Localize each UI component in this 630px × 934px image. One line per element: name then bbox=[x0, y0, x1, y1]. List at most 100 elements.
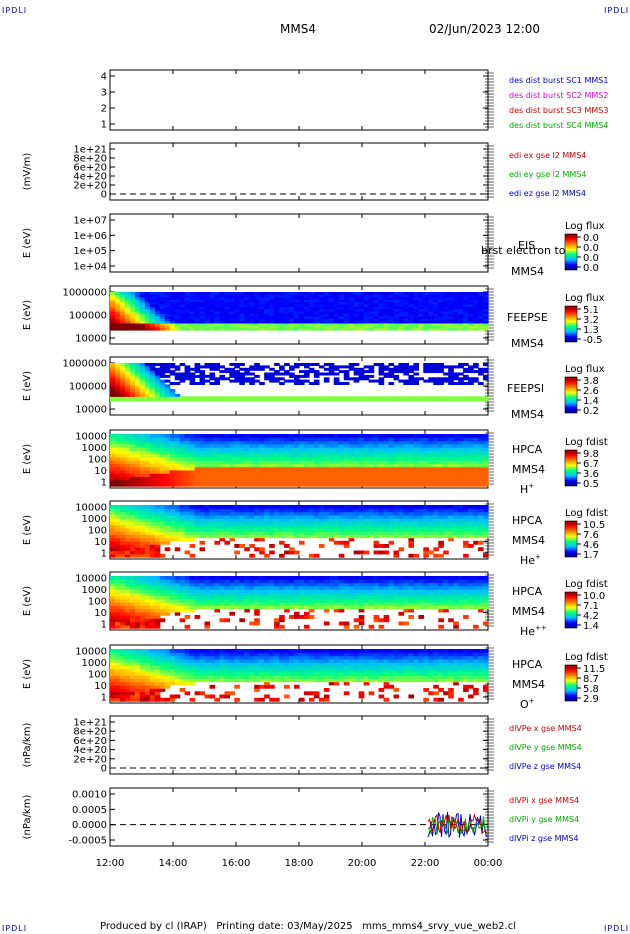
legend-entry: edi ex gse l2 MMS4 bbox=[509, 151, 586, 160]
y-tick-label: 10 bbox=[94, 681, 107, 692]
spectrogram-4 bbox=[110, 363, 489, 402]
colorbar-tick-label: 0.5 bbox=[583, 479, 599, 490]
species-label: O+ bbox=[520, 697, 535, 711]
panel-divpi: 0.0010 0.0005 0.0000 -0.0005 (nPa/km) dlVPi x… bbox=[22, 787, 579, 847]
legend-entry: dlVPe x gse MMS4 bbox=[509, 724, 582, 733]
y-tick-label: 10000 bbox=[75, 647, 107, 658]
y-tick-label: 0 bbox=[101, 190, 107, 201]
x-tick-label: 22:00 bbox=[411, 858, 440, 869]
legend-entry: dlVPi y gse MMS4 bbox=[509, 815, 579, 824]
colorbar-tick-label: -0.5 bbox=[583, 335, 603, 346]
y-tick-label: 0.0000 bbox=[72, 820, 107, 831]
corner-label-right: IPDLI bbox=[604, 6, 630, 15]
colorbar-tick-label: 3.6 bbox=[583, 469, 599, 480]
colorbar bbox=[564, 449, 578, 487]
y-tick-label: 100 bbox=[88, 526, 107, 537]
y-tick-label: 1 bbox=[101, 620, 107, 631]
footer-credit: Produced by cl (IRAP) Printing date: 03/… bbox=[100, 921, 517, 932]
y-tick-label: 2e+20 bbox=[73, 181, 107, 192]
x-tick-label: 18:00 bbox=[285, 858, 314, 869]
y-tick-label: 1e+05 bbox=[73, 246, 107, 257]
y-tick-label: 1000000 bbox=[62, 288, 107, 299]
colorbar-tick-label: 3.2 bbox=[583, 315, 599, 326]
colorbar-title: Log flux bbox=[565, 293, 605, 304]
spacecraft-label: MMS4 bbox=[512, 678, 545, 691]
colorbar-title: Log fdist bbox=[565, 652, 608, 663]
spacecraft-label: MMS4 bbox=[512, 463, 545, 476]
colorbar-title: Log fdist bbox=[565, 579, 608, 590]
y-tick-label: 4 bbox=[101, 72, 107, 83]
y-tick-label: 0 bbox=[101, 764, 107, 775]
species-label: H+ bbox=[520, 482, 534, 496]
colorbar-tick-label: 8.7 bbox=[583, 674, 599, 685]
colorbar-tick-label: 0.2 bbox=[583, 406, 599, 417]
y-tick-label: 1 bbox=[101, 120, 107, 131]
legend-entry: des dist burst SC1 MMS1 bbox=[509, 76, 608, 85]
y-tick-label: 8e+20 bbox=[73, 727, 107, 738]
colorbar-tick-label: 1.4 bbox=[583, 621, 599, 632]
y-tick-label: 10 bbox=[94, 608, 107, 619]
y-tick-label: 8e+20 bbox=[73, 154, 107, 165]
legend-entry: dlVPi x gse MMS4 bbox=[509, 796, 579, 805]
panel-frame bbox=[109, 213, 489, 273]
legend-entry: dlVPi z gse MMS4 bbox=[509, 834, 579, 843]
panel-des-dist-burst: 4 3 2 1 des dist burst SC1 MMS1 des dist burs… bbox=[101, 69, 608, 131]
panel-frame bbox=[109, 787, 489, 847]
colorbar-tick-label: 11.5 bbox=[583, 664, 605, 675]
corner-label-left: IPDLI bbox=[2, 6, 28, 15]
instrument-label: HPCA bbox=[512, 443, 543, 456]
instrument-label: HPCA bbox=[512, 585, 543, 598]
y-axis-label: (nPa/km) bbox=[22, 795, 33, 840]
corner-label-bottom-left: IPDLI bbox=[2, 924, 28, 933]
colorbar-tick-label: 4.2 bbox=[583, 611, 599, 622]
y-tick-label: 1e+04 bbox=[73, 262, 107, 273]
y-tick-label: 4e+20 bbox=[73, 745, 107, 756]
corner-label-bottom-right: IPDLI bbox=[604, 924, 630, 933]
colorbar-tick-label: 10.5 bbox=[583, 520, 605, 531]
y-tick-label: 1e+21 bbox=[73, 145, 107, 156]
y-tick-label: 1e+06 bbox=[73, 231, 107, 242]
y-tick-label: 100 bbox=[88, 455, 107, 466]
x-tick-label: 00:00 bbox=[474, 858, 503, 869]
y-tick-label: 10 bbox=[94, 466, 107, 477]
y-axis-label: E (eV) bbox=[22, 444, 33, 474]
datetime-title: 02/Jun/2023 12:00 bbox=[429, 22, 541, 36]
y-tick-label: 1000 bbox=[82, 443, 107, 454]
instrument-label: FEEPSE bbox=[507, 311, 548, 324]
y-tick-label: 100 bbox=[88, 597, 107, 608]
y-tick-label: 1 bbox=[101, 693, 107, 704]
y-axis-label: E (eV) bbox=[22, 371, 33, 401]
spacecraft-label: MMS4 bbox=[512, 605, 545, 618]
colorbar-title: Log flux bbox=[565, 221, 605, 232]
species-label: He+ bbox=[520, 553, 541, 567]
species-label: He++ bbox=[520, 624, 547, 638]
colorbar bbox=[564, 376, 578, 414]
y-tick-label: 10 bbox=[94, 537, 107, 548]
series-line bbox=[427, 816, 487, 835]
panel-frame bbox=[109, 69, 489, 131]
colorbar-tick-label: 1.7 bbox=[583, 550, 599, 561]
y-tick-label: 0.0010 bbox=[72, 790, 107, 801]
spectrogram-3 bbox=[110, 292, 489, 331]
instrument-label: FEEPSI bbox=[507, 382, 544, 395]
spacecraft-title: MMS4 bbox=[280, 22, 316, 36]
spacecraft-label: MMS4 bbox=[511, 408, 544, 421]
y-tick-label: 1000000 bbox=[62, 359, 107, 370]
colorbar bbox=[564, 520, 578, 558]
colorbar-tick-label: 0.0 bbox=[583, 233, 599, 244]
y-tick-label: 100000 bbox=[69, 382, 107, 393]
colorbar-tick-label: 7.6 bbox=[583, 530, 599, 541]
colorbar bbox=[564, 591, 578, 629]
y-axis-label: E (eV) bbox=[22, 515, 33, 545]
colorbar bbox=[564, 233, 578, 271]
y-tick-label: 10000 bbox=[75, 574, 107, 585]
x-tick-label: 12:00 bbox=[96, 858, 125, 869]
y-tick-label: 2 bbox=[101, 104, 107, 115]
y-tick-label: 100000 bbox=[69, 311, 107, 322]
panel-eis: 1e+07 1e+06 1e+05 1e+04 E (eV) EIS MMS4 brst el… bbox=[22, 213, 605, 278]
legend-entry: dlVPe y gse MMS4 bbox=[509, 743, 582, 752]
legend-entry: dlVPe z gse MMS4 bbox=[509, 762, 581, 771]
